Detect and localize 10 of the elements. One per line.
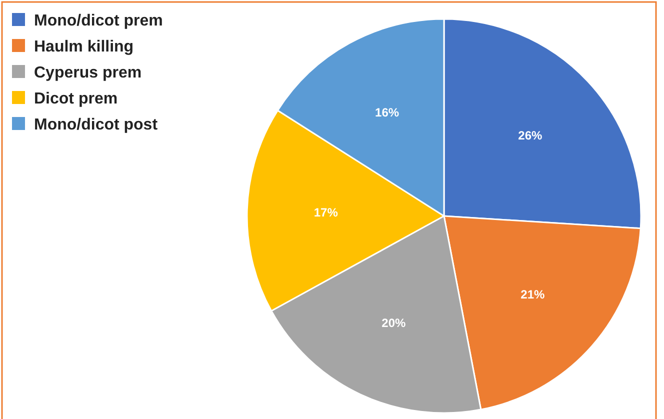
legend-label: Dicot prem: [34, 90, 118, 108]
data-label: 26%: [518, 128, 542, 142]
data-label: 21%: [520, 287, 545, 302]
data-label: 16%: [375, 106, 400, 120]
legend-label: Mono/dicot post: [34, 116, 158, 134]
data-label: 17%: [314, 205, 338, 220]
legend-label: Mono/dicot prem: [34, 12, 163, 30]
data-label: 20%: [382, 316, 406, 330]
legend-label: Haulm killing: [34, 38, 134, 56]
legend-label: Cyperus prem: [34, 64, 142, 82]
